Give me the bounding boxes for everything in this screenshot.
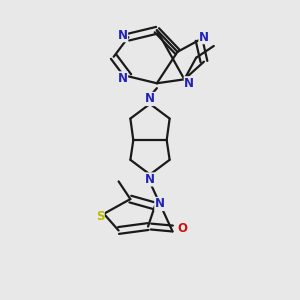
Text: N: N [199,31,209,44]
Text: N: N [118,29,128,42]
Text: N: N [145,173,155,186]
Text: N: N [145,92,155,106]
Text: N: N [184,77,194,90]
Text: S: S [96,210,104,223]
Text: N: N [118,72,128,85]
Text: N: N [155,197,165,211]
Text: O: O [177,222,188,235]
